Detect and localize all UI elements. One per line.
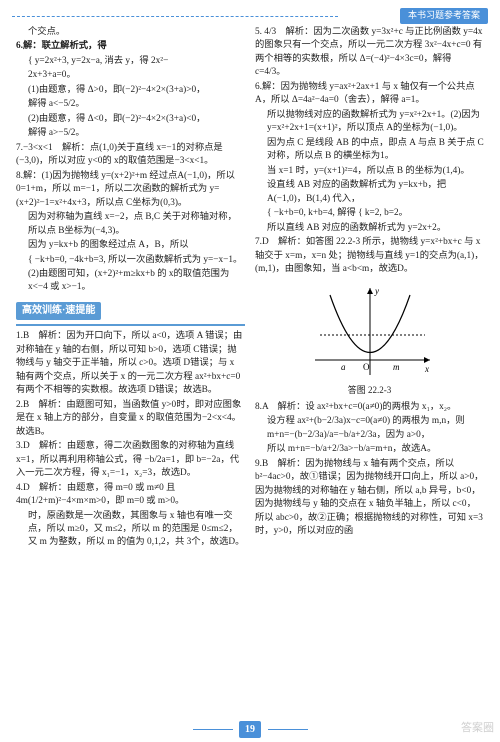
text: { −k+b=0, k+b=4, 解得 { k=2, b=2。 [255,207,484,220]
right-column: 5. 4/3 解析：因为二次函数 y=3x²+c 与正比例函数 y=4x 的图象… [255,26,484,720]
text: 解得 a>−5/2。 [16,127,245,140]
text: 3.D 解析：由题意，得二次函数图象的对称轴为直线 x=1，所以再利用称轴公式，… [16,440,245,480]
text: (1)由题意，得 Δ>0，即(−2)²−4×2×(3+a)>0， [16,84,245,97]
text: 9.B 解析：因为抛物线与 x 轴有两个交点，所以 b²−4ac>0，故①错误；… [255,458,484,539]
text: 6.解：联立解析式，得 [16,40,245,53]
text: (2)由题图可知，(x+2)²+m≥kx+b 的 x的取值范围为 x<−4 或 … [16,268,245,295]
content-columns: 个交点。 6.解：联立解析式，得 { y=2x²+3, y=2x−a, 消去 y… [16,26,484,720]
text: 设方程 ax²+(b−2/3a)x−c=0(a≠0) 的两根为 m,n，则 m+… [255,415,484,442]
text: 解得 a<−5/2。 [16,98,245,111]
page-footer: 19 [0,721,500,738]
text: 所以抛物线对应的函数解析式为 y=x²+2x+1。(2)因为 y=x²+2x+1… [255,109,484,136]
section-divider: 高效训练·速提能 [16,296,245,327]
text: 1.B 解析：因为开口向下，所以 a<0，选项 A 错误；由对称轴在 y 轴的右… [16,330,245,397]
text: 因为对称轴为直线 x=−2，点 B,C 关于对称轴对称，所以点 B坐标为(−4,… [16,211,245,238]
text: (2)由题意，得 Δ<0，即(−2)²−4×2×(3+a)<0， [16,113,245,126]
text: 7.−3<x<1 解析：点(1,0)关于直线 x=−1的对称点是(−3,0)，所… [16,142,245,169]
footer-rule-right [268,729,308,730]
parabola-graph: O a m x y 答图 22.2-3 [255,280,484,397]
graph-caption: 答图 22.2-3 [255,384,484,397]
text: 设直线 AB 对应的函数解析式为 y=kx+b，把 A(−1,0)，B(1,4)… [255,179,484,206]
axis-y-label: y [374,286,379,296]
text: 6.解：因为抛物线 y=ax²+2ax+1 与 x 轴仅有一个公共点 A，所以 … [255,81,484,108]
text: 7.D 解析：如答图 22.2-3 所示，抛物线 y=x²+bx+c 与 x 轴… [255,236,484,276]
page-number: 19 [239,721,261,738]
text: 5. 4/3 解析：因为二次函数 y=3x²+c 与正比例函数 y=4x 的图象… [255,26,484,80]
page-header: 本书习题参考答案 [12,8,488,24]
axis-origin-label: O [363,362,370,372]
text: 2.B 解析：由题图可知，当函数值 y>0时，即对应图象是在 x 轴上方的部分，… [16,399,245,439]
left-column: 个交点。 6.解：联立解析式，得 { y=2x²+3, y=2x−a, 消去 y… [16,26,245,720]
text: 所以直线 AB 对应的函数解析式为 y=2x+2。 [255,222,484,235]
header-rule [12,16,338,17]
text: 所以 m+n=−b/a+2/3a>−b/a=m+n，故选A。 [255,443,484,456]
text: 2x+3+a=0。 [16,69,245,82]
axis-a-label: a [341,362,346,372]
section-title: 高效训练·速提能 [16,302,101,321]
text: 当 x=1 时，y=(x+1)²=4，所以点 B 的坐标为(1,4)。 [255,165,484,178]
text: { y=2x²+3, y=2x−a, 消去 y，得 2x²− [16,55,245,68]
axis-x-label: x [424,364,429,374]
axis-m-label: m [393,362,400,372]
item-num: 6.解：联立解析式，得 [16,41,107,51]
text: 个交点。 [16,26,245,39]
text: 8.解：(1)因为抛物线 y=(x+2)²+m 经过点A(−1,0)，所以 0=… [16,170,245,210]
watermark: 答案圈 [461,720,494,737]
header-title: 本书习题参考答案 [400,8,488,24]
text: { −k+b=0, −4k+b=3, 所以一次函数解析式为 y=−x−1。 [16,254,245,267]
text: 因为 y=kx+b 的图象经过点 A，B，所以 [16,239,245,252]
text: 因为点 C 是线段 AB 的中点，即点 A 与点 B 关于点 C 对称，所以点 … [255,137,484,164]
text: 8.A 解析：设 ax²+bx+c=0(a≠0)的两根为 x₁，x₂。 [255,401,484,414]
text: 时，原函数是一次函数，其图象与 x 轴也有唯一交点，所以 m≥0，又 m≤2，所… [16,510,245,550]
text: 4.D 解析：由题意，得 m=0 或 m≠0 且 4m(1/2+m)²−4×m×… [16,482,245,509]
footer-rule-left [193,729,233,730]
